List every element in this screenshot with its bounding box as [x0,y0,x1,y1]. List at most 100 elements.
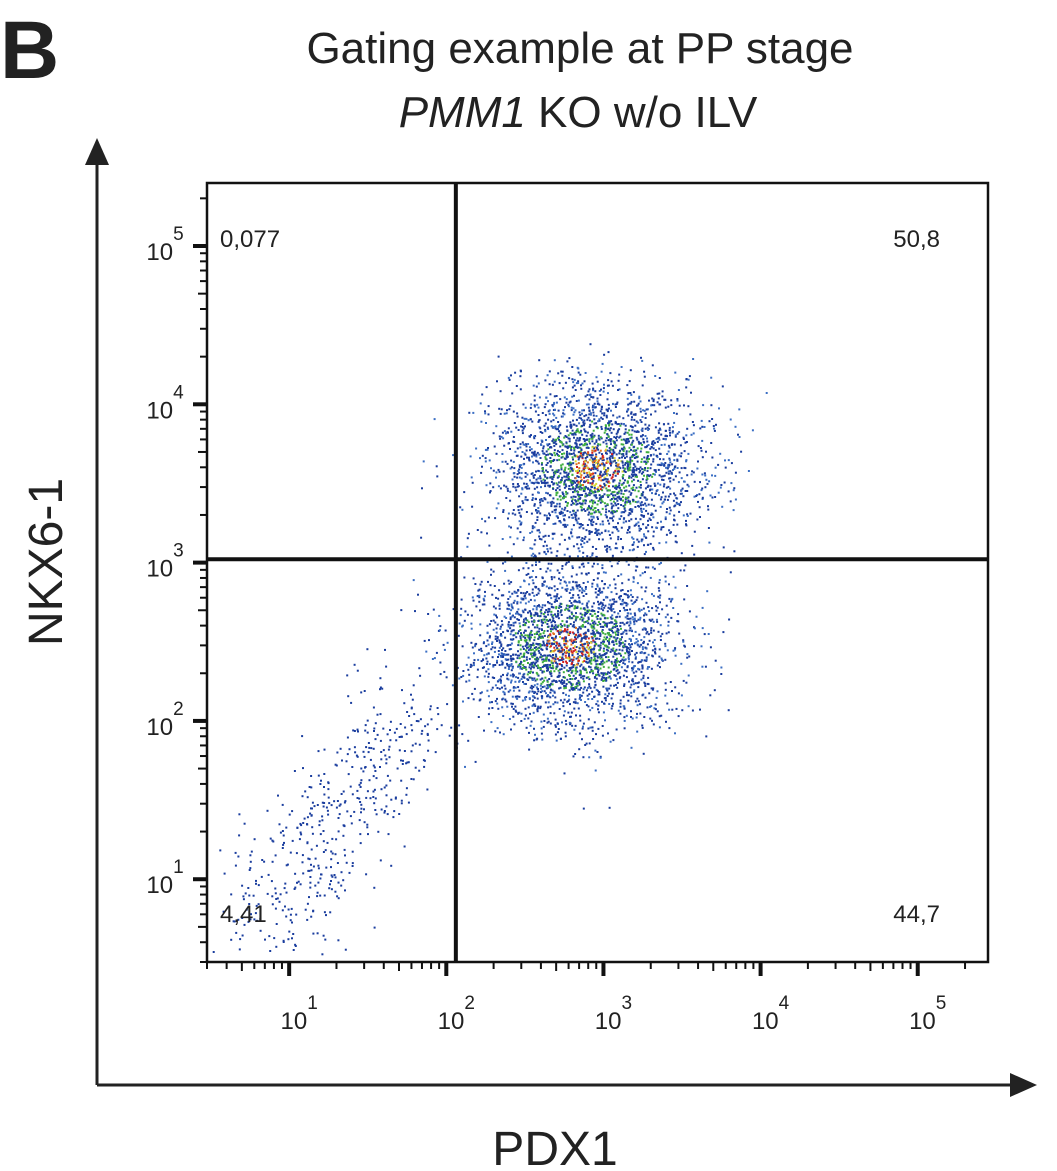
data-point [498,435,501,438]
data-point [580,509,583,512]
data-point [574,511,577,514]
data-point [720,666,723,669]
data-point [649,467,652,470]
data-point [548,610,551,613]
data-point [606,469,609,472]
data-point [554,725,557,728]
data-point [540,486,542,489]
data-point [553,395,556,398]
data-point [586,555,589,558]
data-point [556,449,559,452]
data-point [534,539,537,542]
data-point [571,479,574,482]
data-point [515,489,518,492]
data-point [649,576,652,579]
data-point [594,769,597,772]
data-point [560,659,563,661]
data-point [509,664,512,667]
data-point [553,359,556,362]
data-point [732,509,735,512]
data-point [537,587,540,590]
data-point [537,420,540,423]
data-point [612,643,615,646]
data-point [597,666,599,669]
data-point [504,569,507,572]
data-point [613,668,616,670]
data-point [621,475,624,478]
data-point [680,452,683,455]
data-point [541,481,543,484]
data-point [573,626,576,629]
data-point [542,618,545,621]
data-point [602,642,605,645]
data-point [607,639,610,642]
data-point [588,454,591,457]
data-point [619,699,622,702]
data-point [644,502,647,505]
data-point [621,636,623,639]
data-point [588,678,591,681]
data-point [547,701,550,704]
data-point [600,678,603,681]
data-point [575,443,578,446]
data-point [527,671,530,674]
data-point [511,695,514,698]
data-point [661,395,664,398]
data-point [547,428,550,430]
data-point [583,422,586,425]
data-point [473,659,476,662]
data-point [614,583,617,586]
data-point [675,541,678,544]
data-point [651,440,654,443]
data-point [598,390,601,392]
data-point [574,516,577,519]
data-point [582,565,585,568]
data-point [629,646,632,649]
data-point [574,701,577,704]
data-point [537,406,540,409]
data-point [567,700,570,703]
data-point [557,648,560,651]
data-point [532,671,534,674]
data-point [591,670,594,673]
data-point [581,412,583,415]
data-point [637,661,640,664]
data-point [532,476,535,479]
data-point [491,646,494,649]
data-point [634,569,637,572]
data-point [537,481,540,484]
data-point [615,648,618,651]
data-point [622,450,625,453]
data-point [486,532,488,535]
data-point [633,619,636,622]
data-point [584,510,587,512]
data-point [567,632,570,635]
data-point [632,391,635,394]
data-point [589,500,591,503]
data-point [603,353,606,356]
data-point [606,409,609,411]
data-point [613,490,616,493]
data-point [539,615,542,618]
data-point [516,483,519,485]
data-point [634,614,637,617]
data-point [477,716,480,718]
data-point [566,462,569,465]
data-point [603,679,606,682]
data-point [528,676,531,679]
data-point [550,562,553,565]
data-point [664,429,667,432]
data-point [618,457,621,459]
data-point [517,641,520,644]
data-point [468,411,471,414]
data-point [630,599,633,602]
data-point [689,512,692,515]
data-point [594,683,597,686]
data-point [701,498,704,500]
data-point [591,615,594,617]
data-point [580,429,583,432]
data-point [647,606,650,609]
data-point [611,629,613,632]
data-point [532,711,535,714]
data-point [536,692,539,695]
